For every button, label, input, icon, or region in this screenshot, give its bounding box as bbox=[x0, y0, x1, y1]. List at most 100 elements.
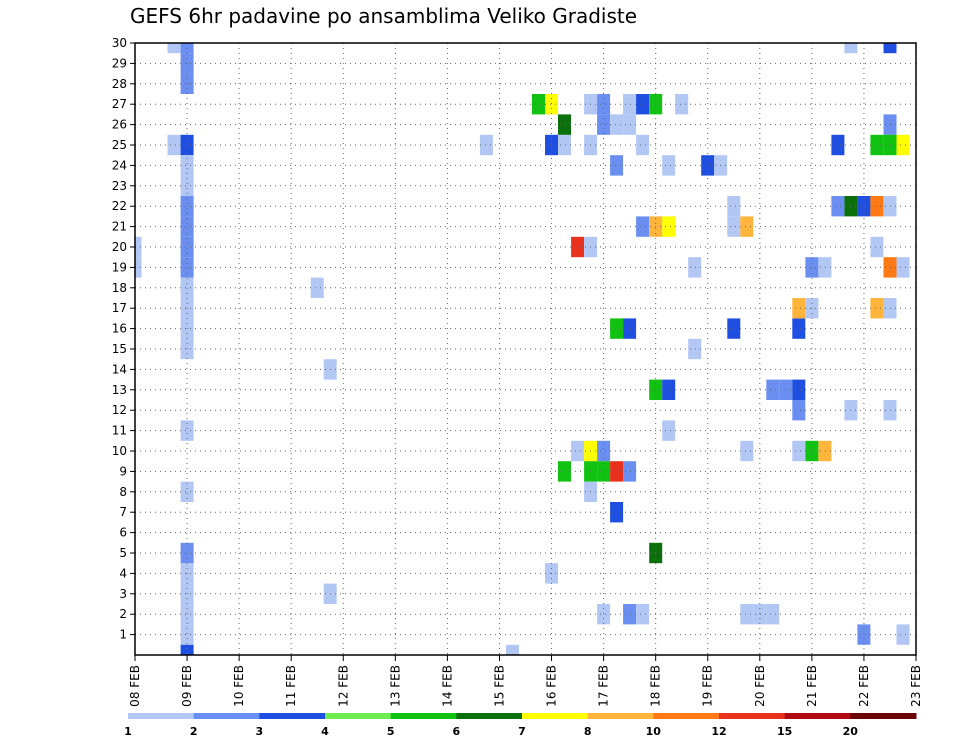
x-axis: 08 FEB 09 FEB 10 FEB 11 FEB 12 FEB 13 FEB 14 F… bbox=[128, 655, 923, 707]
y-tick-label: 19 bbox=[112, 260, 127, 274]
heatmap-cell bbox=[753, 604, 767, 625]
heatmap-cell bbox=[792, 318, 806, 339]
grid-lines bbox=[135, 43, 916, 655]
x-tick-label: 23 FEB bbox=[909, 665, 923, 707]
y-tick-label: 20 bbox=[112, 240, 127, 254]
heatmap-cell bbox=[135, 257, 142, 278]
colorbar-swatch bbox=[522, 713, 589, 719]
y-tick-label: 29 bbox=[112, 56, 127, 70]
colorbar-swatch bbox=[259, 713, 326, 719]
heatmap-cell bbox=[844, 43, 858, 54]
y-tick-label: 14 bbox=[112, 362, 127, 376]
heatmap-cell bbox=[610, 318, 624, 339]
x-tick-label: 10 FEB bbox=[232, 665, 246, 707]
heatmap-cell bbox=[766, 379, 780, 400]
x-tick-label: 08 FEB bbox=[128, 665, 142, 707]
heatmap-cell bbox=[180, 624, 194, 645]
y-tick-label: 21 bbox=[112, 220, 127, 234]
colorbar-swatch bbox=[325, 713, 392, 719]
heatmap-cell bbox=[792, 400, 806, 421]
heatmap-cell bbox=[167, 43, 181, 54]
heatmap-cell bbox=[870, 134, 884, 156]
heatmap-cell bbox=[792, 379, 806, 400]
heatmap-cell bbox=[310, 277, 324, 298]
x-tick-label: 15 FEB bbox=[492, 665, 506, 707]
colorbar-label: 20 bbox=[843, 725, 859, 738]
heatmap-cells bbox=[135, 43, 910, 655]
heatmap-cell bbox=[896, 624, 910, 645]
heatmap-cell bbox=[180, 277, 194, 298]
heatmap-cell bbox=[180, 604, 194, 625]
heatmap-cell bbox=[180, 134, 194, 156]
x-tick-label: 09 FEB bbox=[180, 665, 194, 707]
y-tick-label: 4 bbox=[119, 566, 127, 580]
heatmap-cell bbox=[857, 624, 871, 645]
colorbar-label: 2 bbox=[190, 725, 198, 738]
colorbar-label: 1 bbox=[124, 725, 132, 738]
heatmap-cell bbox=[180, 644, 194, 655]
colorbar-label: 3 bbox=[255, 725, 263, 738]
colorbar-swatch bbox=[390, 713, 457, 719]
y-tick-label: 26 bbox=[112, 118, 127, 132]
y-tick-label: 25 bbox=[112, 138, 127, 152]
chart-title: GEFS 6hr padavine po ansamblima Veliko G… bbox=[130, 4, 638, 28]
colorbar-label: 10 bbox=[646, 725, 662, 738]
y-tick-label: 28 bbox=[112, 77, 127, 91]
heatmap-cell bbox=[623, 94, 637, 115]
colorbar-label: 5 bbox=[387, 725, 395, 738]
heatmap-cell bbox=[688, 338, 702, 360]
heatmap-cell bbox=[180, 175, 194, 196]
y-tick-label: 16 bbox=[112, 322, 127, 336]
heatmap-cell bbox=[558, 134, 571, 156]
colorbar-label: 8 bbox=[584, 725, 592, 738]
y-tick-label: 8 bbox=[119, 485, 127, 499]
heatmap-cell bbox=[623, 604, 637, 625]
y-tick-label: 27 bbox=[112, 97, 127, 111]
heatmap-cell bbox=[180, 257, 194, 278]
colorbar-swatch bbox=[456, 713, 523, 719]
heatmap-cell bbox=[610, 461, 624, 482]
heatmap-cell bbox=[766, 604, 780, 625]
y-tick-label: 5 bbox=[119, 546, 127, 560]
y-tick-label: 6 bbox=[119, 526, 127, 540]
heatmap-cell bbox=[675, 94, 689, 115]
heatmap-cell bbox=[167, 134, 181, 156]
colorbar-swatch bbox=[719, 713, 786, 719]
heatmap-cell bbox=[805, 440, 819, 462]
heatmap-cell bbox=[870, 236, 884, 258]
heatmap-cell bbox=[180, 236, 194, 258]
heatmap-cell bbox=[818, 440, 832, 462]
y-tick-label: 24 bbox=[112, 158, 127, 172]
x-tick-label: 13 FEB bbox=[388, 665, 402, 707]
heatmap-cell bbox=[623, 461, 637, 482]
heatmap-cell bbox=[597, 440, 611, 462]
heatmap-cell bbox=[610, 502, 624, 523]
x-tick-label: 17 FEB bbox=[597, 665, 611, 707]
colorbar-swatch bbox=[653, 713, 720, 719]
heatmap-cell bbox=[180, 196, 194, 217]
heatmap-cell bbox=[662, 155, 676, 176]
colorbar-label: 15 bbox=[777, 725, 792, 738]
y-axis: 1234567891011121314151617181920212223242… bbox=[112, 36, 135, 642]
heatmap-cell bbox=[688, 257, 702, 278]
y-tick-label: 13 bbox=[112, 383, 127, 397]
heatmap-cell bbox=[870, 196, 884, 217]
y-tick-label: 9 bbox=[119, 464, 127, 478]
heatmap-cell bbox=[636, 604, 650, 625]
heatmap-cell bbox=[571, 236, 585, 258]
heatmap-cell bbox=[662, 420, 676, 441]
heatmap-cell bbox=[180, 420, 194, 441]
y-tick-label: 2 bbox=[119, 607, 127, 621]
y-tick-label: 18 bbox=[112, 281, 127, 295]
y-tick-label: 17 bbox=[112, 301, 127, 315]
heatmap-cell bbox=[135, 236, 142, 258]
heatmap-cell bbox=[792, 440, 806, 462]
y-tick-label: 11 bbox=[112, 424, 127, 438]
heatmap-cell bbox=[180, 216, 194, 237]
y-tick-label: 15 bbox=[112, 342, 127, 356]
heatmap-cell bbox=[636, 94, 650, 115]
colorbar-label: 6 bbox=[452, 725, 460, 738]
colorbar-swatch bbox=[850, 713, 917, 719]
heatmap-cell bbox=[636, 216, 650, 237]
